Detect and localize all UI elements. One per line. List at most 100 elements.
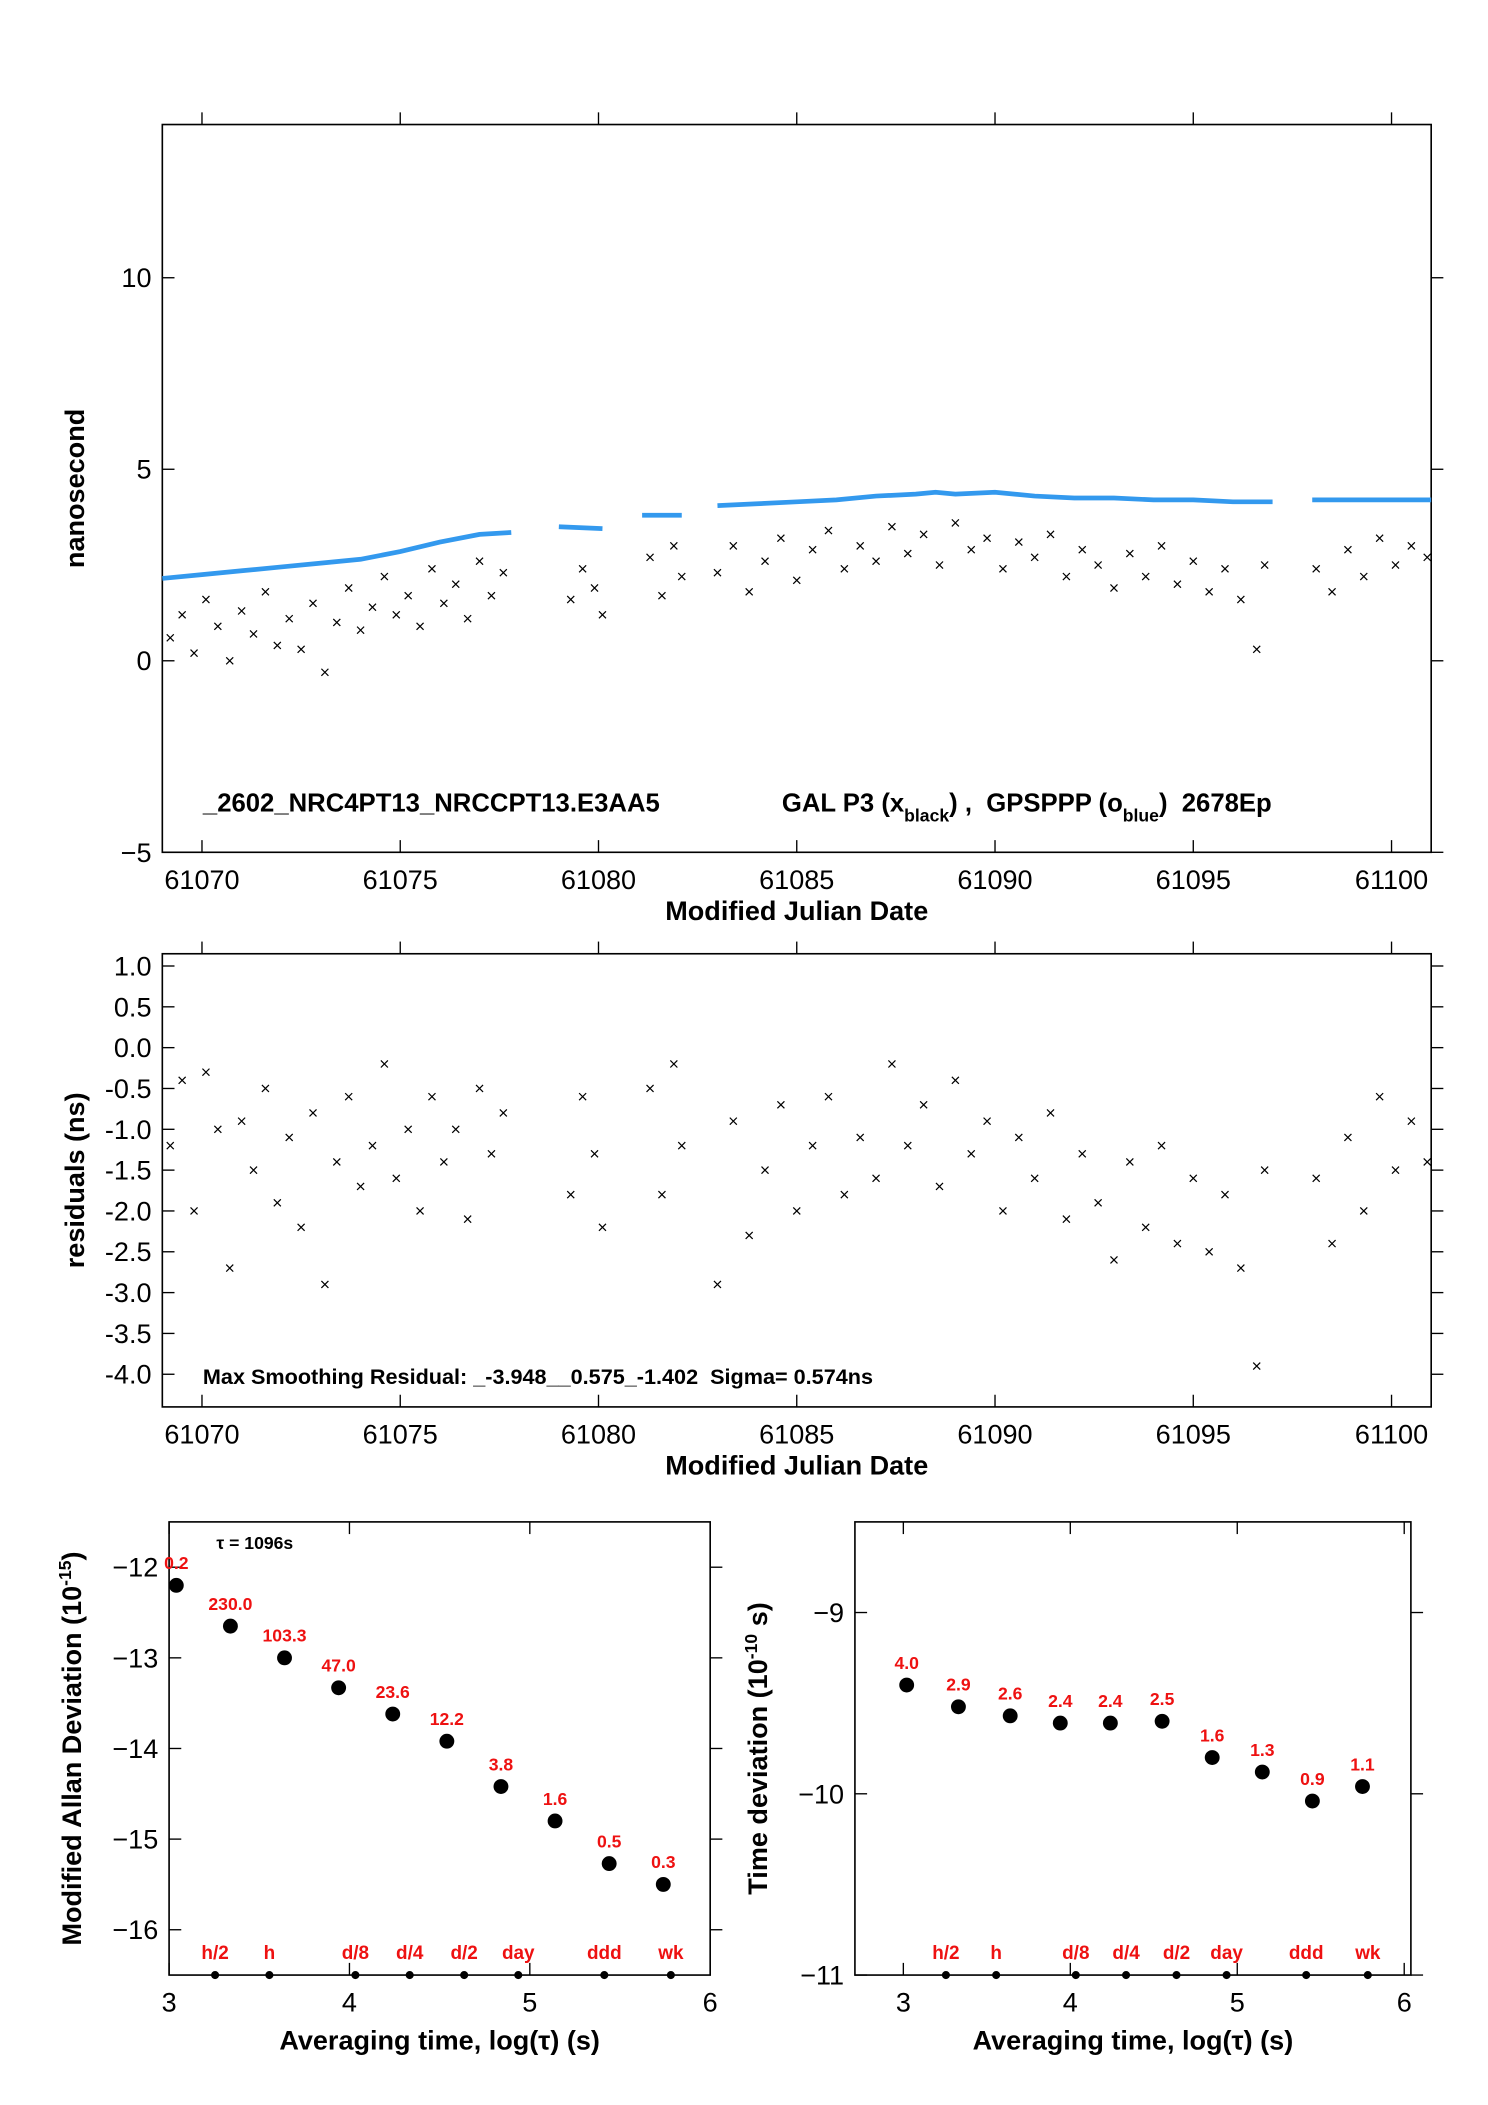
point bbox=[967, 545, 976, 554]
point bbox=[451, 1125, 460, 1134]
tau-marker bbox=[666, 1971, 675, 1980]
point bbox=[967, 1149, 976, 1158]
y-axis-title-part: -10 bbox=[741, 1634, 761, 1660]
tau-marker bbox=[1071, 1971, 1080, 1980]
tau-marker-label: h/2 bbox=[201, 1943, 228, 1964]
x-tick-label: 4 bbox=[342, 1988, 357, 2018]
plot-frame bbox=[168, 1521, 711, 1976]
tau-marker-label: wk bbox=[1354, 1943, 1381, 1964]
point bbox=[1221, 564, 1229, 573]
point bbox=[225, 1264, 234, 1273]
y-tick-label: -2.0 bbox=[105, 1196, 152, 1226]
point bbox=[178, 610, 187, 619]
point bbox=[368, 1141, 377, 1150]
plot-frame bbox=[161, 952, 1432, 1408]
y-tick-label: -1.5 bbox=[105, 1156, 152, 1186]
point bbox=[213, 622, 222, 631]
point bbox=[919, 530, 928, 539]
tau-marker-label: h bbox=[264, 1943, 276, 1964]
point bbox=[856, 1133, 865, 1142]
x-tick-label: 61080 bbox=[561, 1419, 636, 1449]
point bbox=[1014, 538, 1023, 546]
point bbox=[1094, 561, 1103, 569]
y-tick-label: 5 bbox=[136, 455, 151, 485]
point bbox=[380, 1060, 389, 1068]
point bbox=[808, 1141, 817, 1150]
point-label: 0.2 bbox=[164, 1553, 189, 1573]
annotation: Max Smoothing Residual: _-3.948__0.575_-… bbox=[203, 1364, 873, 1389]
point bbox=[1078, 545, 1087, 554]
annotation: τ = 1096s bbox=[216, 1533, 293, 1553]
point bbox=[499, 1109, 508, 1117]
point bbox=[297, 645, 306, 654]
point bbox=[1407, 541, 1416, 550]
x-tick-label: 3 bbox=[896, 1988, 911, 2018]
point bbox=[1355, 1779, 1370, 1794]
y-axis-title: residuals (ns) bbox=[60, 1092, 90, 1268]
point bbox=[578, 1092, 587, 1101]
point-label: 1.3 bbox=[1250, 1740, 1275, 1760]
y-axis-title: Time deviation (10-10 s) bbox=[741, 1602, 773, 1894]
point bbox=[261, 587, 270, 596]
tau-marker-label: h bbox=[990, 1943, 1002, 1964]
point bbox=[1173, 1239, 1182, 1248]
x-tick-label: 5 bbox=[1230, 1988, 1245, 2018]
point bbox=[297, 1223, 306, 1232]
point bbox=[951, 518, 960, 527]
point bbox=[950, 1699, 966, 1715]
point bbox=[776, 534, 785, 543]
point bbox=[677, 1141, 686, 1150]
point bbox=[392, 1174, 401, 1183]
point bbox=[356, 1182, 365, 1191]
point bbox=[1125, 549, 1134, 558]
point-label: 3.8 bbox=[489, 1754, 514, 1774]
tau-marker bbox=[600, 1971, 609, 1980]
point bbox=[1343, 545, 1352, 554]
point bbox=[463, 614, 472, 623]
x-tick-label: 61070 bbox=[164, 1419, 239, 1449]
point bbox=[657, 591, 666, 600]
y-axis-title: nanosecond bbox=[60, 409, 90, 568]
point bbox=[1205, 1247, 1214, 1256]
point bbox=[761, 1166, 769, 1175]
point bbox=[745, 1231, 754, 1240]
point bbox=[1312, 1174, 1321, 1183]
tau-marker bbox=[1122, 1971, 1131, 1980]
point-label: 1.6 bbox=[543, 1789, 568, 1809]
x-axis-title: Modified Julian Date bbox=[665, 896, 928, 926]
x-axis-title: Modified Julian Date bbox=[665, 1451, 928, 1481]
point bbox=[1204, 1750, 1220, 1765]
tau-marker bbox=[1222, 1971, 1231, 1980]
point bbox=[493, 1779, 509, 1794]
y-tick-label: 0 bbox=[136, 646, 151, 676]
point-label: 23.6 bbox=[376, 1682, 410, 1702]
point bbox=[1423, 1158, 1432, 1166]
point bbox=[1189, 1174, 1198, 1183]
point bbox=[983, 1117, 992, 1126]
x-tick-label: 61100 bbox=[1355, 1419, 1428, 1449]
point bbox=[487, 591, 496, 600]
point bbox=[951, 1076, 960, 1085]
y-tick-label: -4.0 bbox=[105, 1360, 152, 1390]
point bbox=[578, 564, 587, 573]
tau-marker-label: d/8 bbox=[342, 1943, 369, 1964]
point bbox=[332, 618, 341, 627]
y-tick-label: −15 bbox=[112, 1825, 158, 1855]
point bbox=[1052, 1715, 1068, 1731]
point bbox=[277, 1650, 292, 1666]
point bbox=[320, 1280, 329, 1289]
point bbox=[475, 1084, 484, 1093]
tau-marker-label: day bbox=[1210, 1943, 1243, 1964]
point bbox=[237, 607, 246, 615]
annotation-part: blue bbox=[1123, 806, 1159, 826]
plot-frame bbox=[161, 123, 1432, 854]
plot: 3 4 5 6 −12 −13 −14 −15 −16 Averaging time, log(τ… bbox=[55, 1521, 723, 2055]
point bbox=[285, 614, 294, 623]
point-label: 1.6 bbox=[1200, 1725, 1225, 1745]
point bbox=[872, 557, 881, 566]
point bbox=[332, 1158, 341, 1166]
point bbox=[1110, 584, 1118, 592]
point bbox=[356, 626, 365, 635]
point bbox=[1062, 572, 1071, 581]
